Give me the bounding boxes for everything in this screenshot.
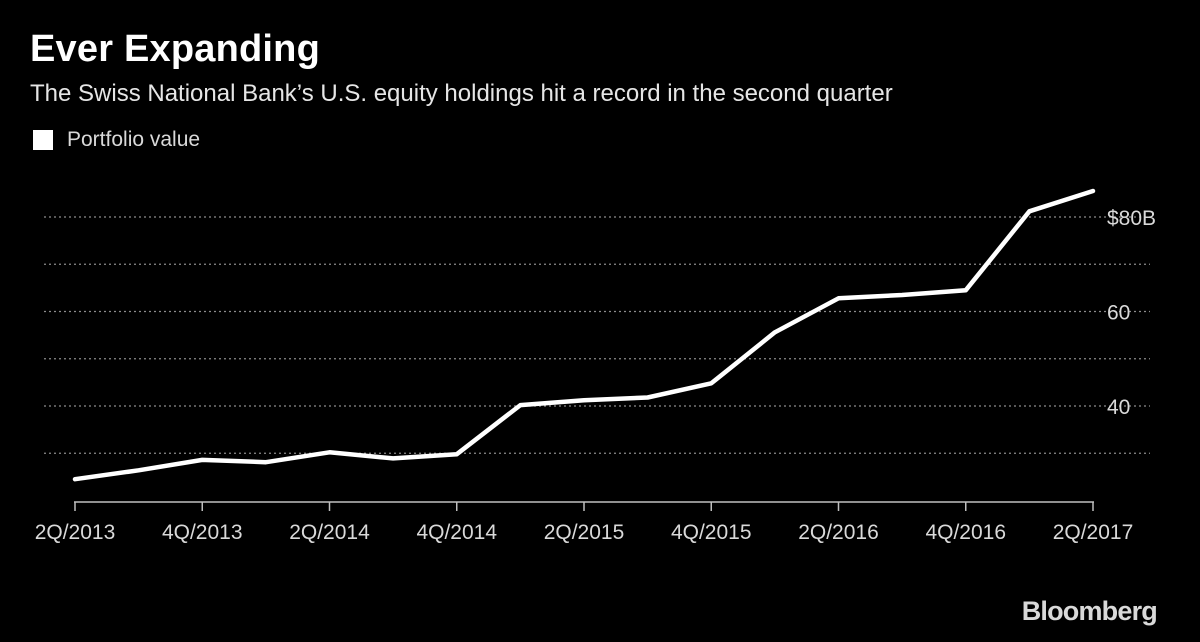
x-tick-label-0: 2Q/2013 (35, 521, 116, 544)
x-tick-label-8: 2Q/2017 (1053, 521, 1134, 544)
y-axis: $80B 60 40 (1107, 207, 1156, 419)
series-line-0 (72, 188, 1096, 482)
x-tick-label-1: 4Q/2013 (162, 521, 243, 544)
y-tick-label-80: $80B (1107, 207, 1156, 230)
x-tick-label-4: 2Q/2015 (544, 521, 625, 544)
x-tick-label-5: 4Q/2015 (671, 521, 752, 544)
bloomberg-logo: Bloomberg (1021, 596, 1158, 626)
chart-subtitle: The Swiss National Bank’s U.S. equity ho… (30, 80, 893, 107)
series-layer (72, 188, 1096, 482)
x-tick-label-6: 2Q/2016 (798, 521, 879, 544)
grid-layer (44, 216, 1150, 454)
x-axis: 2Q/2013 4Q/2013 2Q/2014 4Q/2014 2Q/2015 4Q/20… (35, 501, 1134, 544)
y-tick-label-40: 40 (1107, 396, 1130, 419)
y-tick-label-60: 60 (1107, 302, 1130, 325)
legend: Portfolio value (33, 128, 200, 152)
legend-label: Portfolio value (67, 128, 201, 151)
legend-swatch (33, 130, 53, 150)
chart-title: Ever Expanding (30, 28, 320, 70)
x-tick-label-7: 4Q/2016 (925, 521, 1006, 544)
x-tick-label-3: 4Q/2014 (416, 521, 497, 544)
x-tick-label-2: 2Q/2014 (289, 521, 370, 544)
